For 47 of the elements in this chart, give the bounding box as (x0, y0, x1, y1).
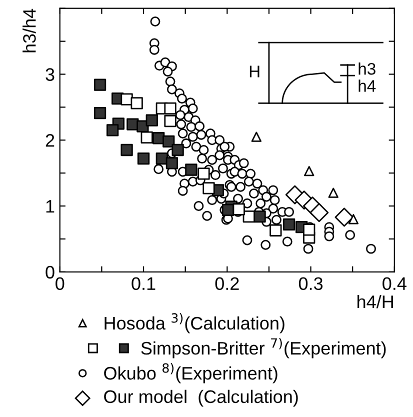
point (304, 166, 314, 176)
point (222, 204, 234, 216)
x-tick-label: 0.4 (382, 277, 406, 290)
point (120, 93, 133, 106)
legend-label: Our model (Calculation) (104, 390, 298, 407)
legend-label: Simpson-Britter $^{7)}$(Experiment) (141, 338, 386, 358)
y-tick-label: 0 (46, 266, 54, 279)
point (348, 214, 359, 224)
y-tick-label: 1 (46, 200, 54, 213)
annotation: H (250, 66, 260, 78)
point (282, 218, 296, 231)
point (137, 152, 150, 165)
x-tick-label: 0 (56, 277, 64, 290)
point (198, 168, 210, 180)
point (232, 203, 245, 216)
y-axis-title: h3/h4 (22, 8, 36, 52)
y-tick-label: 2 (46, 134, 54, 147)
point (94, 107, 106, 120)
point (310, 203, 329, 222)
point (270, 224, 282, 236)
point (185, 164, 198, 176)
point (146, 114, 158, 126)
point (303, 224, 316, 236)
point (140, 131, 153, 144)
point (334, 208, 354, 227)
point (130, 97, 143, 110)
point (106, 124, 119, 136)
legend-label: Okubo $^{8)}$(Experiment) (104, 363, 278, 384)
point (120, 144, 133, 156)
point (166, 157, 178, 170)
x-tick-label: 0.3 (298, 277, 323, 290)
x-axis-title: h4/H (358, 294, 393, 308)
annotation: h4 (358, 80, 376, 92)
point (254, 210, 266, 223)
y-tick-label: 3 (46, 68, 54, 81)
x-tick-label: 0.2 (215, 277, 239, 290)
point (164, 114, 176, 128)
point (328, 188, 338, 198)
point (172, 144, 184, 156)
legend-label: Hosoda $^{3)}$(Calculation) (104, 312, 284, 334)
point (164, 102, 176, 115)
annotation: h3 (358, 62, 376, 75)
point (162, 135, 175, 148)
x-tick-label: 0.1 (132, 277, 156, 290)
point (202, 182, 215, 194)
point (251, 132, 262, 142)
point (94, 78, 106, 91)
